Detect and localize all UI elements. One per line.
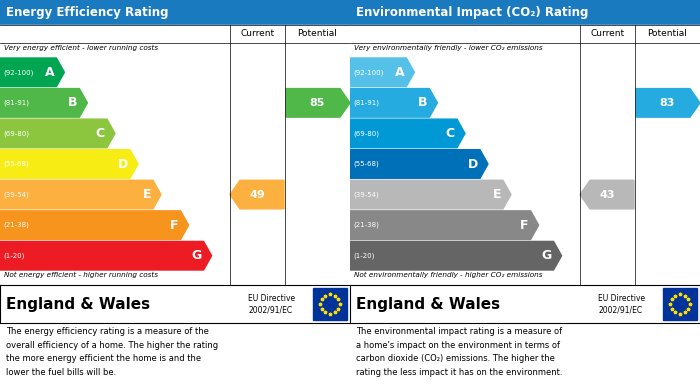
- Text: Very environmentally friendly - lower CO₂ emissions: Very environmentally friendly - lower CO…: [354, 45, 542, 51]
- Text: A: A: [45, 66, 55, 79]
- Text: The energy efficiency rating is a measure of the
overall efficiency of a home. T: The energy efficiency rating is a measur…: [6, 327, 218, 377]
- Text: G: G: [191, 249, 202, 262]
- Polygon shape: [350, 241, 561, 270]
- Polygon shape: [0, 119, 115, 148]
- Bar: [313, 288, 347, 320]
- Text: G: G: [541, 249, 552, 262]
- Text: (1-20): (1-20): [3, 253, 25, 259]
- Text: EU Directive
2002/91/EC: EU Directive 2002/91/EC: [598, 294, 645, 314]
- Text: F: F: [520, 219, 528, 231]
- Text: (39-54): (39-54): [3, 191, 29, 198]
- Polygon shape: [0, 150, 138, 178]
- Polygon shape: [580, 180, 634, 209]
- Text: Not environmentally friendly - higher CO₂ emissions: Not environmentally friendly - higher CO…: [354, 272, 542, 278]
- Polygon shape: [0, 180, 161, 209]
- Text: 43: 43: [600, 190, 615, 199]
- Polygon shape: [350, 119, 465, 148]
- Bar: [350, 285, 700, 323]
- Text: (1-20): (1-20): [353, 253, 375, 259]
- Polygon shape: [350, 58, 414, 86]
- Text: A: A: [395, 66, 405, 79]
- Polygon shape: [230, 180, 284, 209]
- Bar: [0, 25, 350, 43]
- Bar: [0, 285, 350, 323]
- Polygon shape: [0, 89, 88, 117]
- Text: D: D: [468, 158, 478, 170]
- Text: C: C: [96, 127, 105, 140]
- Polygon shape: [350, 180, 511, 209]
- Bar: [663, 288, 697, 320]
- Text: England & Wales: England & Wales: [356, 296, 500, 312]
- Text: 83: 83: [660, 98, 675, 108]
- Text: (69-80): (69-80): [3, 130, 29, 137]
- Text: Energy Efficiency Rating: Energy Efficiency Rating: [6, 6, 169, 19]
- Text: (39-54): (39-54): [353, 191, 379, 198]
- Polygon shape: [350, 211, 538, 239]
- Text: 49: 49: [250, 190, 265, 199]
- Polygon shape: [0, 58, 64, 86]
- Polygon shape: [286, 89, 350, 117]
- Text: Current: Current: [590, 29, 624, 38]
- Bar: [350, 0, 700, 25]
- Polygon shape: [350, 150, 488, 178]
- Text: (92-100): (92-100): [3, 69, 34, 75]
- Bar: [0, 43, 350, 285]
- Bar: [350, 25, 700, 43]
- Polygon shape: [0, 211, 188, 239]
- Text: (81-91): (81-91): [353, 100, 379, 106]
- Text: Current: Current: [240, 29, 274, 38]
- Text: B: B: [68, 96, 78, 109]
- Text: E: E: [493, 188, 501, 201]
- Polygon shape: [0, 241, 211, 270]
- Text: EU Directive
2002/91/EC: EU Directive 2002/91/EC: [248, 294, 295, 314]
- Text: (55-68): (55-68): [3, 161, 29, 167]
- Text: (81-91): (81-91): [3, 100, 29, 106]
- Polygon shape: [636, 89, 700, 117]
- Text: Very energy efficient - lower running costs: Very energy efficient - lower running co…: [4, 45, 158, 51]
- Text: E: E: [143, 188, 151, 201]
- Text: (69-80): (69-80): [353, 130, 379, 137]
- Text: (21-38): (21-38): [353, 222, 379, 228]
- Text: B: B: [418, 96, 428, 109]
- Bar: [0, 0, 350, 25]
- Bar: [350, 43, 700, 285]
- Text: Potential: Potential: [298, 29, 337, 38]
- Text: (21-38): (21-38): [3, 222, 29, 228]
- Text: (92-100): (92-100): [353, 69, 384, 75]
- Text: Environmental Impact (CO₂) Rating: Environmental Impact (CO₂) Rating: [356, 6, 589, 19]
- Text: (55-68): (55-68): [353, 161, 379, 167]
- Text: 85: 85: [310, 98, 326, 108]
- Text: F: F: [170, 219, 178, 231]
- Text: Not energy efficient - higher running costs: Not energy efficient - higher running co…: [4, 272, 158, 278]
- Text: D: D: [118, 158, 128, 170]
- Text: C: C: [446, 127, 455, 140]
- Polygon shape: [350, 89, 438, 117]
- Text: The environmental impact rating is a measure of
a home's impact on the environme: The environmental impact rating is a mea…: [356, 327, 563, 377]
- Text: Potential: Potential: [648, 29, 687, 38]
- Text: England & Wales: England & Wales: [6, 296, 150, 312]
